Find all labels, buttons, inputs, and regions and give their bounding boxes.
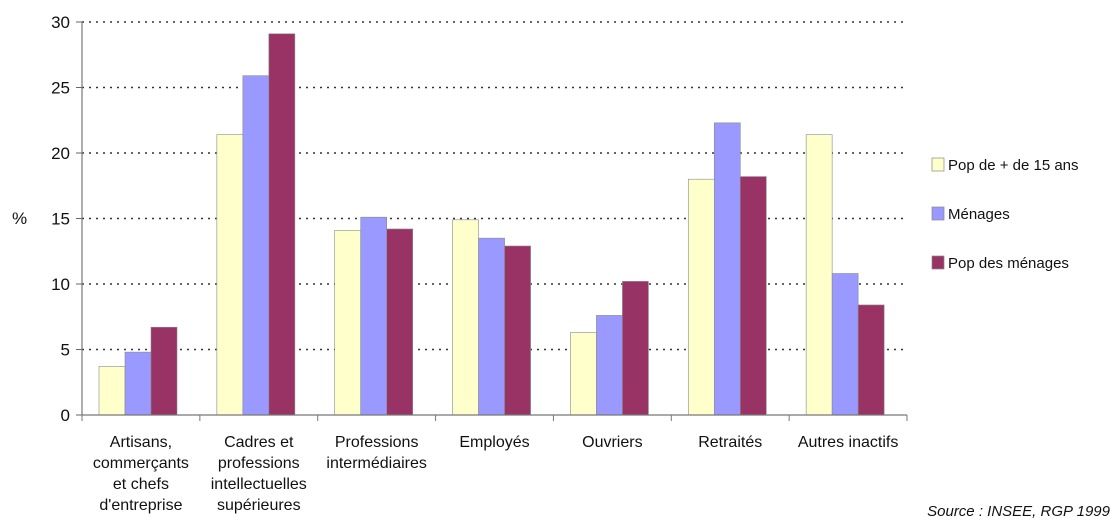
bars (98, 33, 885, 416)
category-label-line: Retraités (698, 434, 762, 451)
category-label-line: commerçants (93, 455, 189, 472)
y-tick-labels: 0 5 10 15 20 25 30 (51, 13, 70, 425)
category-label-line: Artisans, (110, 434, 172, 451)
bar-3-2 (268, 33, 296, 416)
category-labels: Artisans, commerçants et chefs d'entreprise… (93, 434, 898, 514)
x-category-label: Professions intermédiaires (326, 434, 426, 472)
source-note: Source : INSEE, RGP 1999 (927, 503, 1111, 520)
axes (81, 22, 908, 421)
bar-3-7 (857, 304, 885, 416)
category-label-line: supérieures (217, 497, 301, 514)
category-label-line: Autres inactifs (798, 434, 898, 451)
y-tick-label: 20 (51, 144, 70, 163)
bar-2-3 (360, 216, 388, 416)
bar-2-6 (713, 122, 741, 416)
bar-1-3 (334, 229, 362, 416)
bar-1-7 (805, 134, 833, 416)
category-label-line: intermédiaires (326, 455, 426, 472)
y-tick-label: 15 (51, 210, 70, 229)
category-label-line: et chefs (113, 476, 169, 493)
x-category-label: Artisans, commerçants et chefs d'entreprise (93, 434, 189, 514)
bar-1-6 (687, 178, 715, 416)
gridlines (76, 21, 907, 416)
x-category-label: Retraités (698, 434, 762, 451)
legend-swatch (931, 206, 945, 221)
legend-label: Pop des ménages (948, 255, 1069, 272)
legend-swatch (931, 255, 945, 270)
bar-3-6 (739, 176, 767, 416)
category-label-line: Ouvriers (582, 434, 642, 451)
legend: Pop de + de 15 ans Ménages Pop des ménages (931, 157, 1079, 272)
x-category-label: Ouvriers (582, 434, 642, 451)
category-label-line: Employés (459, 434, 529, 451)
category-label-line: Professions (335, 434, 419, 451)
y-tick-label: 10 (51, 275, 70, 294)
x-category-label: Autres inactifs (798, 434, 898, 451)
category-label-line: professions (218, 455, 300, 472)
bar-3-1 (150, 326, 178, 416)
y-tick-label: 0 (61, 406, 70, 425)
bar-2-1 (124, 351, 152, 416)
bar-1-1 (98, 366, 126, 416)
legend-swatch (931, 157, 945, 172)
bar-1-4 (452, 219, 479, 416)
legend-label: Ménages (948, 206, 1010, 223)
y-tick-label: 25 (51, 79, 70, 98)
y-tick-label: 30 (51, 13, 70, 32)
y-axis-label: % (12, 209, 27, 228)
bar-2-4 (478, 237, 505, 416)
legend-label: Pop de + de 15 ans (948, 157, 1079, 174)
category-label-line: Cadres et (224, 434, 294, 451)
y-tick-label: 5 (61, 341, 70, 360)
x-category-label: Cadres et professions intellectuelles supér… (211, 434, 307, 514)
bar-3-3 (386, 228, 414, 416)
bar-2-2 (242, 75, 270, 416)
x-category-label: Employés (459, 434, 529, 451)
bar-3-5 (622, 281, 649, 416)
bar-2-5 (596, 315, 623, 416)
category-label-line: intellectuelles (211, 476, 307, 493)
bar-2-7 (831, 273, 859, 416)
bar-1-2 (216, 134, 244, 416)
category-label-line: d'entreprise (99, 497, 182, 514)
bar-3-4 (504, 245, 531, 416)
bar-1-5 (570, 332, 597, 416)
